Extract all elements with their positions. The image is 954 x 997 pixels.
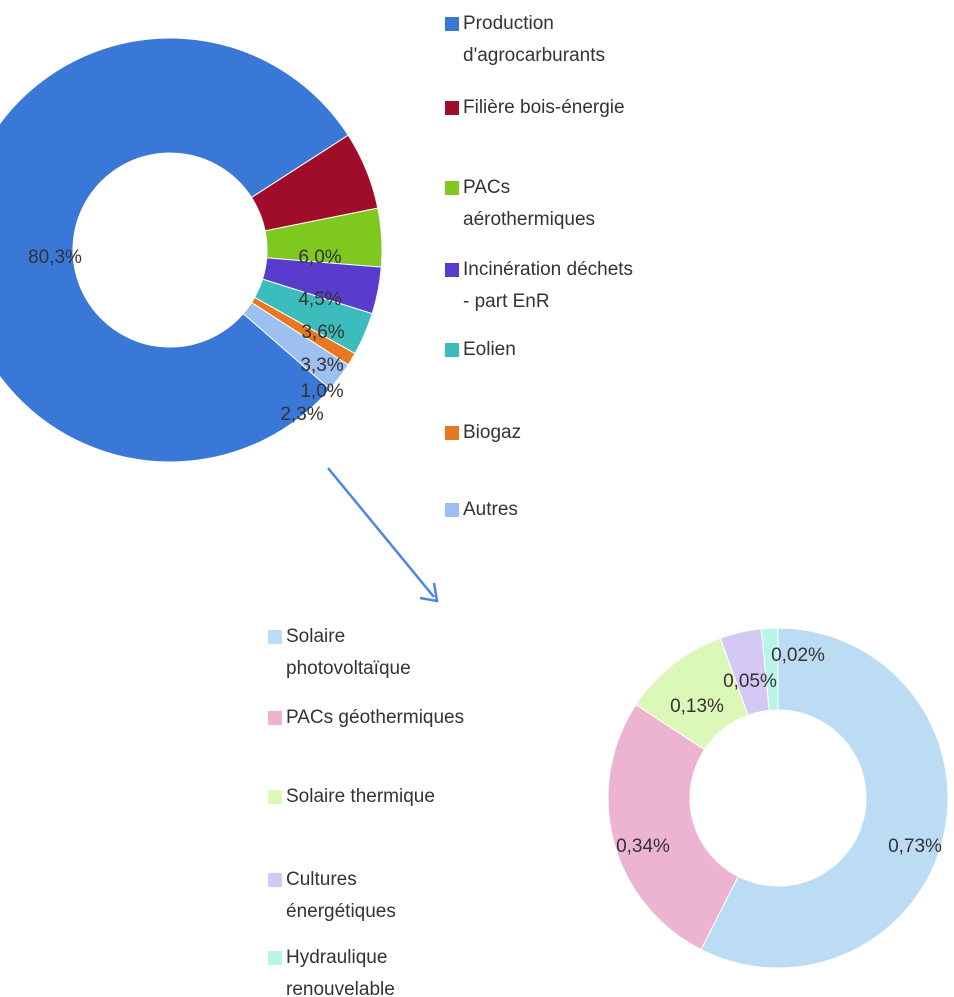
legend-label: Hydraulique renouvelable	[286, 947, 395, 997]
donut-slice	[607, 703, 739, 951]
legend-label: PACs géothermiques	[286, 707, 465, 728]
data-label: 3,6%	[301, 322, 344, 343]
legend-swatch	[268, 951, 282, 965]
legend-swatch	[268, 630, 282, 644]
legend-item: Cultures énergétiques	[268, 864, 408, 928]
legend-swatch	[445, 343, 459, 357]
legend-label: Cultures énergétiques	[286, 869, 396, 922]
data-label: 80,3%	[28, 247, 82, 268]
legend-swatch	[445, 101, 459, 115]
donut-slice	[242, 301, 349, 390]
legend-label: Solaire photovoltaïque	[286, 626, 411, 679]
legend-item: Incinération déchets - part EnR	[445, 254, 635, 318]
data-label: 4,5%	[298, 289, 341, 310]
legend-item: Production d'agrocarburants	[445, 8, 625, 72]
data-label: 6,0%	[298, 247, 341, 268]
legend-item: Solaire thermique	[268, 781, 508, 813]
legend-item: PACs aérothermiques	[445, 172, 625, 236]
legend-label: Incinération déchets - part EnR	[463, 259, 634, 312]
legend-label: Biogaz	[463, 422, 522, 443]
data-label: 0,02%	[771, 645, 825, 666]
legend-swatch	[268, 790, 282, 804]
legend-swatch	[445, 263, 459, 277]
legend-label: Eolien	[463, 339, 516, 360]
legend-item: Autres	[445, 494, 685, 526]
legend-swatch	[445, 503, 459, 517]
donut-slice	[760, 627, 779, 711]
data-label: 3,3%	[300, 355, 343, 376]
data-label: 0,13%	[670, 696, 724, 717]
arrow	[327, 467, 435, 598]
data-label: 0,73%	[888, 836, 942, 857]
donut-slice	[700, 627, 949, 969]
data-label: 1,0%	[300, 381, 343, 402]
arrow-head	[419, 582, 439, 603]
legend-swatch	[268, 873, 282, 887]
data-label: 0,05%	[723, 671, 777, 692]
legend-item: Hydraulique renouvelable	[268, 942, 408, 997]
legend-label: PACs aérothermiques	[463, 177, 596, 230]
data-label: 2,3%	[280, 404, 323, 425]
data-label: 0,34%	[616, 836, 670, 857]
legend-item: Filière bois-énergie	[445, 92, 685, 124]
legend-swatch	[268, 711, 282, 725]
legend-item: Eolien	[445, 334, 685, 366]
legend-label: Solaire thermique	[286, 786, 435, 807]
donut-slice	[0, 37, 349, 463]
legend-swatch	[445, 426, 459, 440]
legend-label: Production d'agrocarburants	[463, 13, 605, 66]
legend-label: Autres	[463, 499, 518, 520]
legend-swatch	[445, 17, 459, 31]
legend-item: Biogaz	[445, 417, 685, 449]
legend-swatch	[445, 181, 459, 195]
legend-item: Solaire photovoltaïque	[268, 621, 411, 685]
legend-label: Filière bois-énergie	[463, 97, 625, 118]
legend-item: PACs géothermiques	[268, 702, 508, 734]
